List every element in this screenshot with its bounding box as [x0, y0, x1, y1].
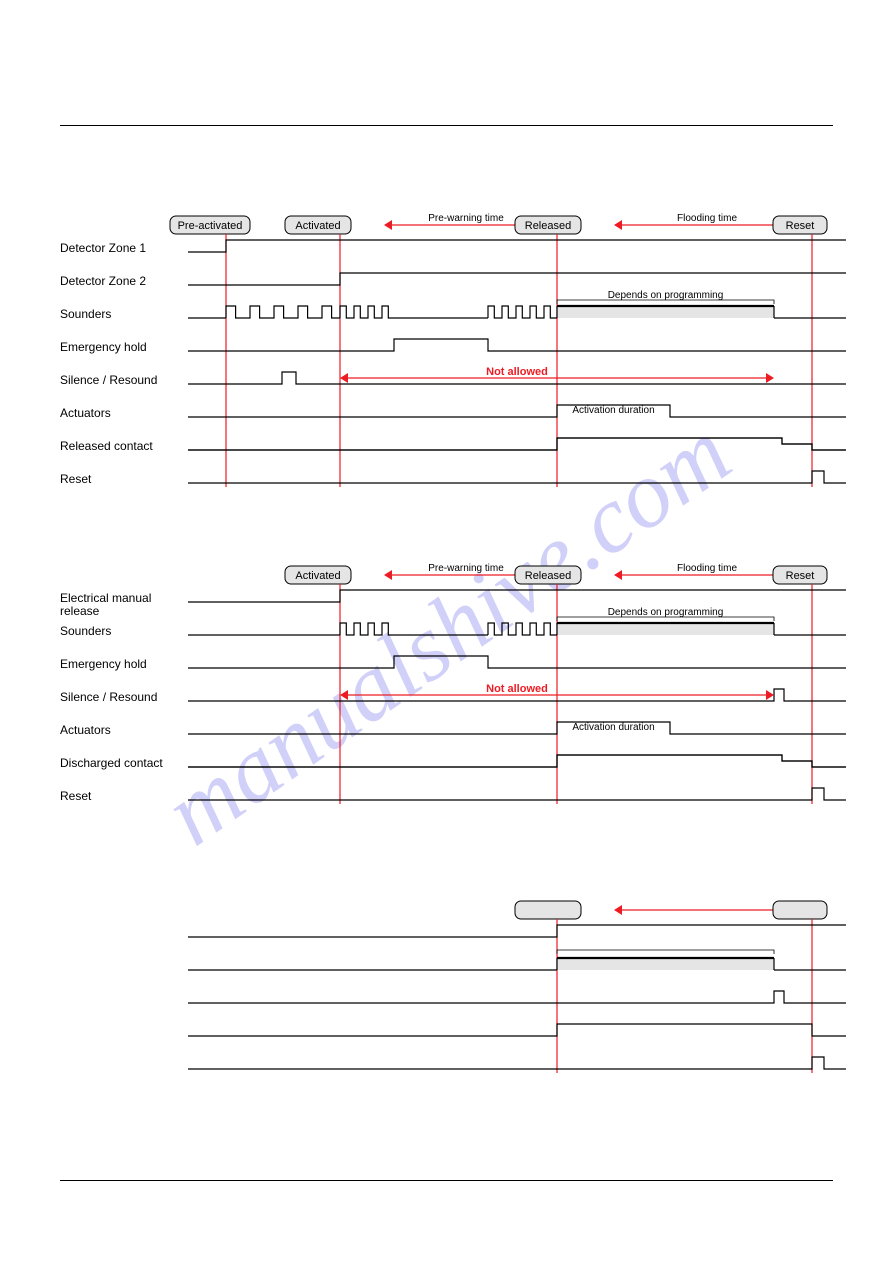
row-label: Silence / Resound — [60, 691, 182, 704]
svg-text:Reset: Reset — [786, 570, 815, 582]
row-label: Sounders — [60, 625, 182, 638]
row-label: Actuators — [60, 407, 182, 420]
row-label: Emergency hold — [60, 341, 182, 354]
svg-text:Pre-activated: Pre-activated — [178, 220, 243, 232]
svg-text:Activation duration: Activation duration — [572, 722, 654, 733]
timing-diagram-automatic: Pre-warning time Flooding time Pre-activat… — [60, 210, 846, 510]
page-rule-top — [60, 125, 833, 126]
page-rule-bottom — [60, 1180, 833, 1181]
svg-text:Depends on programming: Depends on programming — [608, 607, 724, 618]
svg-text:Flooding time: Flooding time — [677, 213, 737, 224]
svg-text:Not allowed: Not allowed — [486, 366, 548, 378]
row-label: Detector Zone 1 — [60, 242, 182, 255]
timing-diagram-manual: Pre-warning time Flooding time Activated Re… — [60, 560, 846, 830]
row-label: Silence / Resound — [60, 374, 182, 387]
row-label: Actuators — [60, 724, 182, 737]
row-label: Sounders — [60, 308, 182, 321]
svg-text:Activated: Activated — [295, 220, 340, 232]
svg-text:Depends on programming: Depends on programming — [608, 290, 724, 301]
row-label: Discharged contact — [60, 757, 182, 770]
svg-text:Not allowed: Not allowed — [486, 683, 548, 695]
row-label: Reset — [60, 790, 182, 803]
svg-text:Reset: Reset — [786, 220, 815, 232]
timing-diagram-discharged — [60, 895, 846, 1095]
svg-text:Released: Released — [525, 570, 571, 582]
svg-text:Pre-warning time: Pre-warning time — [428, 563, 504, 574]
svg-text:Flooding time: Flooding time — [677, 563, 737, 574]
row-label: Emergency hold — [60, 658, 182, 671]
row-label: Detector Zone 2 — [60, 275, 182, 288]
svg-text:Activation duration: Activation duration — [572, 405, 654, 416]
row-label: Released contact — [60, 440, 182, 453]
row-label: Reset — [60, 473, 182, 486]
row-label: Electrical manualrelease — [60, 592, 182, 618]
svg-text:Activated: Activated — [295, 570, 340, 582]
svg-text:Pre-warning time: Pre-warning time — [428, 213, 504, 224]
svg-text:Released: Released — [525, 220, 571, 232]
